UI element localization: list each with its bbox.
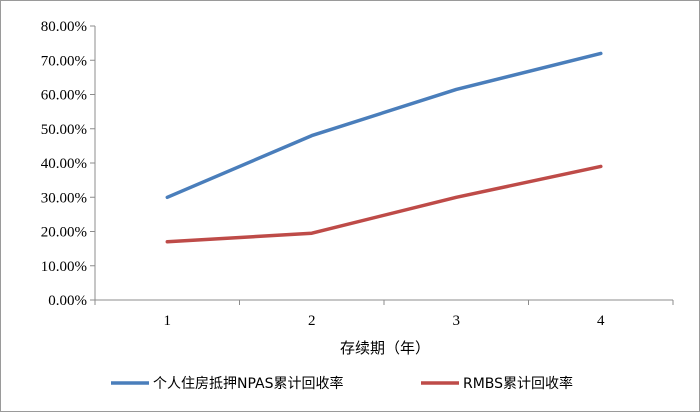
legend-label-1: 个人住房抵押NPAS累计回收率 — [153, 375, 343, 392]
x-tick-label: 1 — [164, 313, 172, 329]
x-tick-label: 4 — [597, 313, 605, 329]
x-tick-label: 3 — [453, 313, 461, 329]
y-tick-label: 30.00% — [41, 190, 87, 206]
y-tick-label: 20.00% — [41, 225, 87, 241]
y-tick-label: 80.00% — [41, 19, 87, 35]
x-axis-title: 存续期（年） — [340, 339, 430, 357]
x-tick-label: 2 — [308, 313, 316, 329]
y-axis-ticks: 0.00% 10.00% 20.00% 30.00% 40.00% 50.00% 60.00… — [41, 19, 95, 309]
series-line-2 — [165, 164, 603, 244]
y-tick-label: 0.00% — [48, 293, 87, 309]
y-tick-label: 60.00% — [41, 88, 87, 104]
y-tick-label: 10.00% — [41, 259, 87, 275]
y-tick-label: 40.00% — [41, 156, 87, 172]
y-tick-label: 50.00% — [41, 122, 87, 138]
series-line-1 — [165, 51, 603, 200]
series-lines — [165, 51, 603, 244]
legend-label-2: RMBS累计回收率 — [463, 375, 573, 392]
axes — [94, 26, 673, 301]
y-tick-label: 70.00% — [41, 53, 87, 69]
legend: 个人住房抵押NPAS累计回收率 RMBS累计回收率 — [111, 375, 573, 392]
x-axis-ticks: 1 2 3 4 — [94, 300, 674, 329]
